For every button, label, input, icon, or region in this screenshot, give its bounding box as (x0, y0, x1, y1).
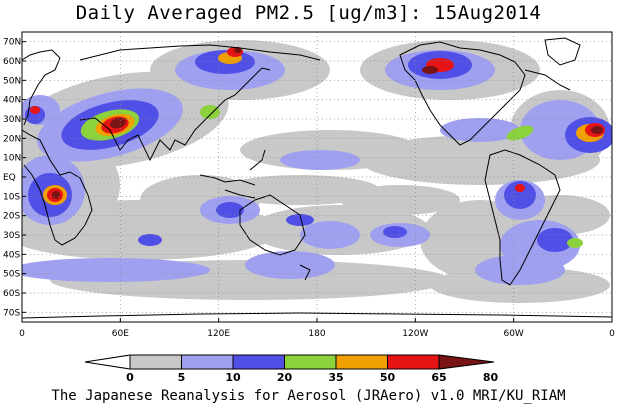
map-title: Daily Averaged PM2.5 [ug/m3]: 15Aug2014 (75, 2, 542, 24)
lon-label: 0 (609, 329, 615, 339)
lon-label: 180 (308, 329, 325, 339)
coastlines (22, 37, 612, 319)
concentration-field (22, 32, 612, 322)
latitude-axis: 70N 60N 50N 40N 30N 20N 10N EQ 10S 20S 30S 40S 50S 60… (3, 38, 26, 318)
colorbar-label: 5 (178, 371, 186, 384)
colorbar-segment (335, 354, 388, 370)
lat-label: 40S (3, 250, 20, 260)
colorbar-segment (129, 354, 182, 370)
colorbar-segment (181, 354, 234, 370)
colorbar: 0 5 10 20 35 50 65 80 (84, 354, 499, 384)
lat-label: 20N (3, 134, 21, 144)
lon-label: 60E (112, 329, 129, 339)
colorbar-label: 0 (126, 371, 134, 384)
lat-label: 30N (3, 115, 21, 125)
colorbar-high-arrow (438, 354, 495, 370)
lat-label: 10S (3, 192, 20, 202)
lat-label: 20S (3, 212, 20, 222)
colorbar-label: 50 (380, 371, 396, 384)
lat-label: 70S (3, 308, 20, 318)
colorbar-label: 65 (431, 371, 446, 384)
lat-label: 30S (3, 231, 20, 241)
lat-label: 40N (3, 96, 21, 106)
lon-label: 60W (503, 329, 523, 339)
lon-label: 120E (207, 329, 230, 339)
colorbar-label: 10 (225, 371, 241, 384)
footer-credit: The Japanese Reanalysis for Aerosol (JRA… (51, 388, 566, 404)
lat-label: EQ (3, 173, 16, 183)
colorbar-label: 20 (277, 371, 293, 384)
lat-label: 60S (3, 289, 20, 299)
lat-label: 70N (3, 38, 21, 48)
colorbar-segment (284, 354, 337, 370)
level-80-plus-areas (52, 47, 603, 199)
colorbar-label: 35 (328, 371, 343, 384)
grid-lines (22, 32, 612, 322)
lat-label: 10N (3, 154, 21, 164)
colorbar-label: 80 (483, 371, 499, 384)
colorbar-segment (232, 354, 285, 370)
lon-label: 120W (402, 329, 428, 339)
colorbar-segment (387, 354, 440, 370)
colorbar-low-arrow (84, 354, 131, 370)
lat-label: 50N (3, 76, 21, 86)
longitude-axis: 0 60E 120E 180 120W 60W 0 (19, 318, 615, 339)
lat-label: 60N (3, 57, 21, 67)
lon-label: 0 (19, 329, 25, 339)
lat-label: 50S (3, 270, 20, 280)
